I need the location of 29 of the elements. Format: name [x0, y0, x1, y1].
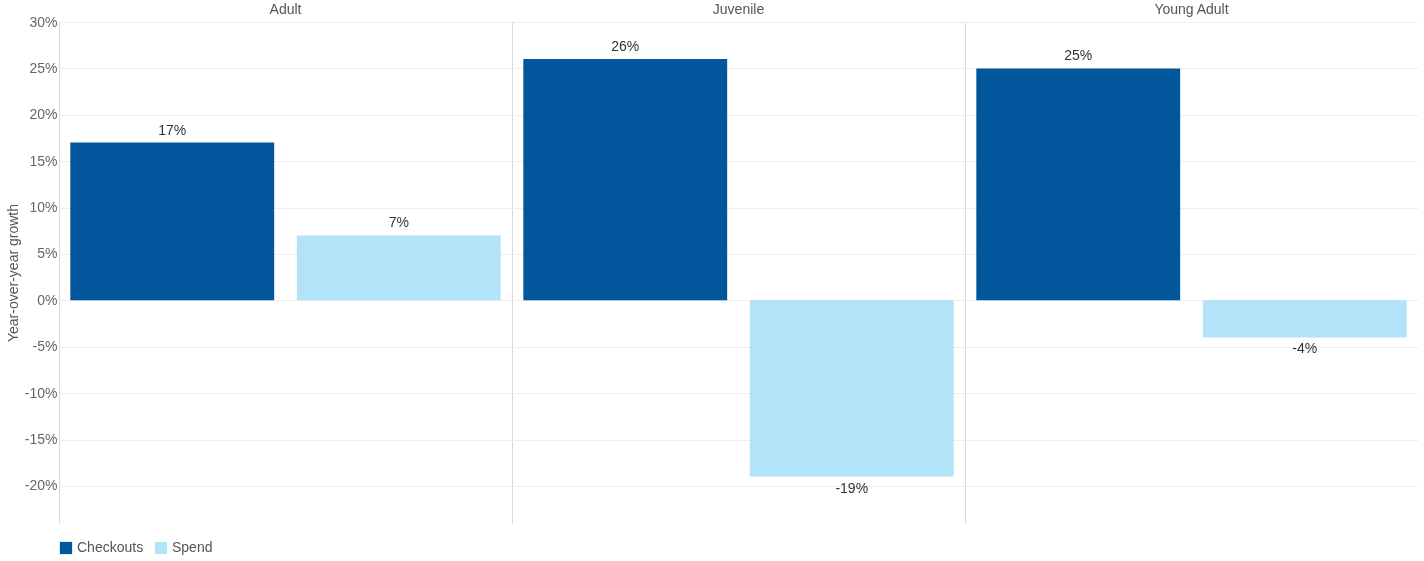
bar	[296, 235, 501, 301]
bar	[976, 68, 1181, 301]
y-tick-label: 0%	[37, 291, 58, 308]
x-tick-label: Juvenile	[712, 0, 765, 17]
legend-label: Checkouts	[77, 539, 144, 555]
x-tick-label: Young Adult	[1154, 0, 1229, 17]
data-label: 7%	[388, 214, 409, 231]
legend-label: Spend	[172, 539, 213, 555]
bar	[1202, 300, 1407, 338]
y-tick-label: 15%	[29, 152, 58, 169]
y-tick-label: -10%	[24, 384, 58, 401]
bar	[749, 300, 954, 477]
bar	[70, 142, 275, 301]
data-label: 25%	[1064, 47, 1093, 64]
y-axis-title: Year-over-year growth	[4, 204, 21, 342]
y-tick-label: 20%	[29, 106, 58, 123]
data-label: -19%	[835, 479, 869, 496]
data-label: -4%	[1292, 340, 1318, 357]
bar	[523, 59, 728, 301]
y-tick-label: -5%	[32, 338, 58, 355]
y-tick-label: 30%	[29, 13, 58, 30]
y-tick-label: 25%	[29, 59, 58, 76]
data-label: 26%	[611, 38, 640, 55]
y-tick-label: 10%	[29, 199, 58, 216]
y-tick-label: -15%	[24, 431, 58, 447]
data-label: 17%	[158, 121, 187, 138]
y-tick-label: -20%	[24, 477, 58, 494]
x-tick-label: Adult	[269, 0, 302, 17]
y-tick-label: 5%	[37, 245, 58, 262]
